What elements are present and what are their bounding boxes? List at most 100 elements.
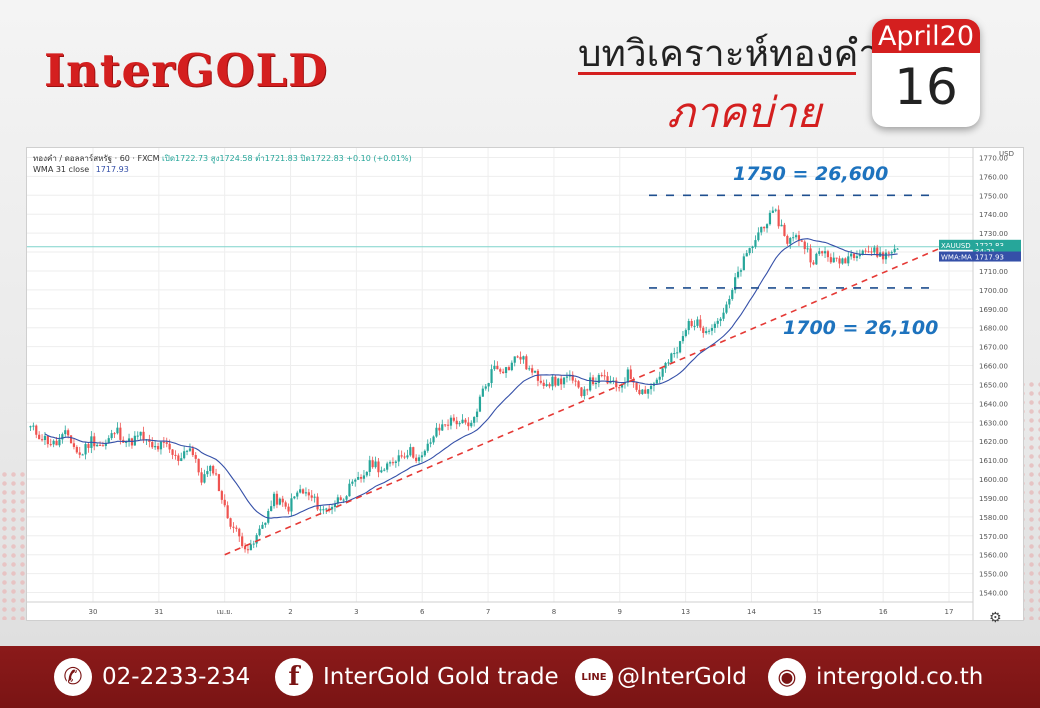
candle-body: [496, 365, 499, 370]
candle-body: [765, 224, 769, 229]
candle-body: [426, 443, 429, 451]
candle-body: [423, 450, 426, 456]
y-tick-label: 1540.00: [979, 590, 1008, 598]
candle-body: [603, 375, 606, 377]
y-tick-label: 1700.00: [979, 287, 1008, 295]
intergold-logo: InterGOLD: [44, 44, 329, 97]
candle-body: [75, 446, 78, 453]
candle-body: [110, 433, 113, 439]
candle-body: [441, 424, 444, 431]
candle-body: [220, 491, 223, 500]
candle-body: [809, 248, 812, 263]
candle-body: [589, 377, 592, 391]
footer-facebook[interactable]: f InterGold Gold trade: [275, 658, 559, 696]
candle-body: [832, 257, 835, 263]
candle-body: [275, 493, 279, 505]
candle-body: [867, 251, 870, 253]
candle-body: [342, 499, 345, 501]
candle-body: [748, 248, 751, 254]
y-tick-label: 1710.00: [979, 268, 1008, 276]
candle-body: [116, 427, 119, 434]
candle-body: [238, 528, 241, 537]
gear-icon[interactable]: ⚙: [989, 610, 1002, 626]
candle-body: [98, 444, 102, 446]
y-tick-label: 1570.00: [979, 533, 1008, 541]
indicator-name: WMA 31 close: [33, 165, 90, 174]
candle-body: [119, 427, 122, 440]
phone-number: 02-2233-234: [102, 664, 251, 690]
candles-group: [29, 205, 899, 554]
x-tick-label: 15: [813, 608, 822, 616]
chart-panel: 1770.001760.001750.001740.001730.001720.…: [26, 147, 1024, 621]
candle-body: [403, 456, 406, 458]
candle-body: [449, 417, 453, 426]
footer-line[interactable]: LINE @InterGold: [575, 658, 747, 696]
candle-body: [757, 232, 760, 241]
candle-body: [876, 247, 879, 257]
candle-body: [301, 489, 305, 494]
candle-body: [316, 496, 319, 510]
candle-body: [104, 442, 107, 446]
candle-body: [557, 378, 560, 386]
candle-body: [197, 458, 200, 473]
candle-body: [731, 290, 734, 300]
candle-body: [890, 252, 893, 254]
chart-symbol-header: ทองคำ / ดอลลาร์สหรัฐ · 60 · FXCM เปิด172…: [33, 152, 412, 165]
candle-body: [113, 433, 116, 435]
candle-body: [162, 441, 165, 443]
candle-body: [600, 374, 603, 376]
candle-body: [467, 422, 470, 427]
candle-body: [626, 369, 629, 383]
candle-body: [864, 250, 867, 252]
candle-body: [855, 256, 859, 259]
candle-body: [278, 498, 281, 505]
x-tick-label: 13: [681, 608, 690, 616]
candle-body: [444, 424, 447, 426]
candle-body: [716, 320, 719, 324]
x-tick-label: 16: [879, 608, 888, 616]
candle-body: [893, 248, 896, 253]
calendar-day: 16: [894, 58, 958, 116]
candle-body: [339, 497, 342, 500]
candle-body: [397, 455, 400, 462]
candle-body: [284, 502, 287, 507]
candle-body: [354, 479, 357, 482]
candle-body: [194, 455, 197, 459]
candle-body: [574, 380, 577, 382]
calendar-icon: April20 16: [872, 19, 980, 127]
candle-body: [252, 543, 255, 545]
price-tag-price-bg: [973, 239, 1021, 250]
candle-body: [670, 353, 673, 363]
globe-icon: ◉: [768, 658, 806, 696]
footer-web[interactable]: ◉ intergold.co.th: [768, 658, 983, 696]
candle-body: [542, 382, 545, 386]
candle-body: [763, 226, 766, 229]
x-tick-label: 6: [420, 608, 425, 616]
candle-body: [290, 498, 293, 512]
candle-body: [594, 382, 598, 385]
candle-body: [806, 248, 809, 250]
candle-body: [69, 435, 73, 444]
candle-body: [751, 246, 754, 249]
candle-body: [417, 457, 421, 462]
candle-body: [235, 527, 238, 529]
footer-phone[interactable]: ✆ 02-2233-234: [54, 658, 250, 696]
candle-body: [391, 462, 395, 464]
y-tick-label: 1680.00: [979, 325, 1008, 333]
candle-body: [760, 226, 763, 233]
candle-body: [52, 440, 55, 445]
candle-body: [678, 341, 682, 353]
candle-body: [658, 376, 661, 380]
annotation-upper: 1750 = 26,600: [733, 163, 888, 185]
y-tick-label: 1640.00: [979, 400, 1008, 408]
candle-body: [687, 321, 690, 331]
candle-body: [699, 319, 702, 328]
candle-body: [484, 386, 487, 389]
candle-body: [507, 367, 511, 371]
candle-body: [690, 321, 693, 327]
candle-body: [452, 417, 455, 421]
candle-body: [125, 441, 128, 443]
x-tick-label: 7: [486, 608, 490, 616]
candle-body: [571, 374, 574, 381]
contact-footer: ✆ 02-2233-234 f InterGold Gold trade LIN…: [0, 646, 1040, 708]
